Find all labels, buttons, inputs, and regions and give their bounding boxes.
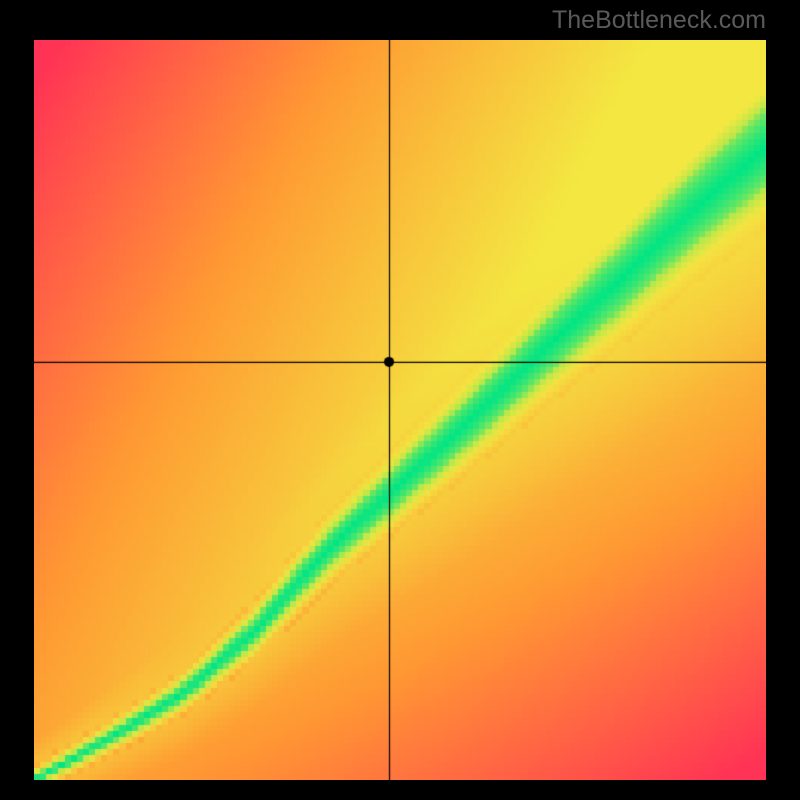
watermark-text: TheBottleneck.com [552,6,766,35]
chart-container: { "canvas": { "width": 800, "height": 80… [0,0,800,800]
bottleneck-heatmap [34,40,766,780]
